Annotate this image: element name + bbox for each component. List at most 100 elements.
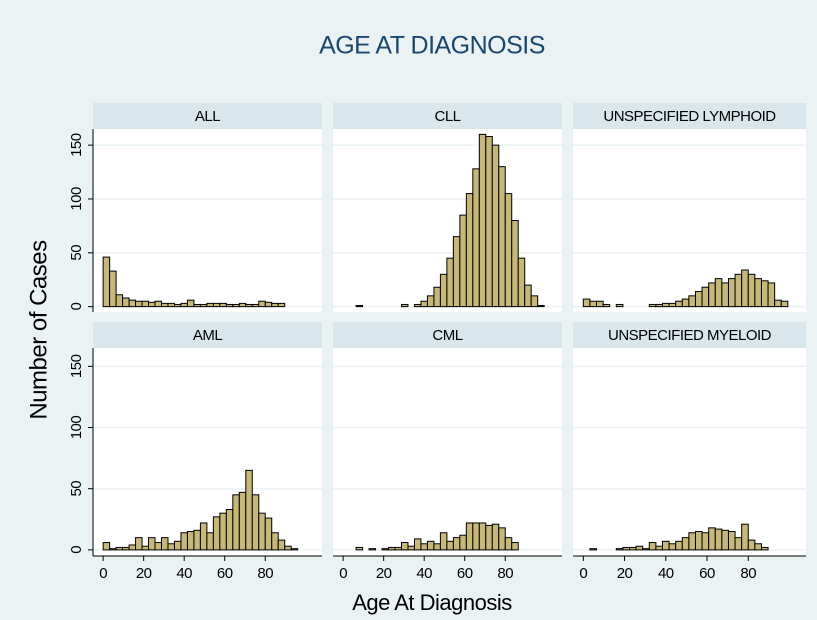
bar [225,303,234,308]
bar [258,300,266,308]
bar [193,529,201,551]
x-tick-label: 80 [740,565,756,582]
x-tick-label: 80 [497,565,513,582]
bar [128,544,137,551]
bar [388,546,396,551]
x-tick-label: 0 [579,565,587,582]
bar [238,491,247,551]
facet-header [573,103,806,129]
bar [504,193,513,308]
bar [394,546,402,551]
bar [741,523,749,551]
bar [694,531,703,551]
x-tick-label: 20 [136,565,152,582]
bar [721,529,729,551]
bar [485,136,493,308]
bar [485,524,493,551]
bar [186,531,195,551]
bar [459,534,467,551]
plot-area [333,348,562,556]
bar [180,302,188,308]
bar [128,299,137,308]
bar [135,300,143,308]
bar [688,295,696,308]
facet-title: UNSPECIFIED LYMPHOID [603,108,776,125]
x-tick-label: 40 [658,565,674,582]
bar [245,469,253,551]
bar [498,166,506,308]
bar [212,516,221,551]
bar [668,302,677,308]
bar [517,257,526,308]
bar [186,299,195,308]
bar [413,303,422,308]
bar [661,540,670,551]
bar [498,527,506,551]
facet-title: AML [193,327,223,344]
bar [589,300,598,308]
bar [472,168,480,308]
bar [655,545,663,551]
x-tick-label: 60 [457,565,473,582]
bar [135,537,143,551]
bar [109,548,117,551]
bar [277,539,286,551]
bar [141,300,150,308]
bar [264,517,273,551]
bar [232,303,240,308]
facet-title: ALL [195,108,220,125]
bar [714,528,723,551]
bar [180,532,188,551]
x-tick-label: 80 [257,565,273,582]
bar [681,537,690,551]
bar [426,295,435,308]
bar [511,542,519,551]
bar [122,297,130,308]
bar [160,537,169,551]
bar [472,522,480,551]
x-tick-label: 60 [217,565,233,582]
bar [251,494,260,551]
bar [596,300,604,308]
bar [734,537,743,551]
y-tick-label: 150 [68,354,85,378]
bar [206,302,214,308]
bar [381,548,390,551]
bar [167,302,175,308]
y-tick-label: 150 [68,133,85,157]
bar [115,546,124,551]
bar [199,522,208,551]
x-axis-label: Age At Diagnosis [352,590,512,615]
bar [701,532,710,551]
bar [628,546,637,551]
bar [622,546,630,551]
bar [478,522,487,551]
bar [368,548,377,551]
bar [439,273,448,308]
bar [615,303,624,308]
bar [355,546,364,551]
bar [635,545,644,551]
facet-title: CLL [434,108,460,125]
y-tick-label: 50 [68,245,85,261]
bar [446,540,454,551]
bar [747,539,756,551]
y-tick-label: 50 [68,481,85,497]
bar [154,300,162,308]
bar [264,301,273,308]
y-tick-label: 0 [68,546,85,554]
bar [219,302,227,308]
bar [767,282,776,308]
bar [122,546,130,551]
y-tick-label: 100 [68,187,85,211]
bar [277,302,286,308]
bar [141,545,150,551]
bar [420,543,428,551]
bar [524,284,532,308]
bar [452,537,461,551]
bar [206,532,214,551]
bar [148,301,156,308]
bar [589,548,598,551]
bar [193,303,201,308]
bar [245,303,253,308]
